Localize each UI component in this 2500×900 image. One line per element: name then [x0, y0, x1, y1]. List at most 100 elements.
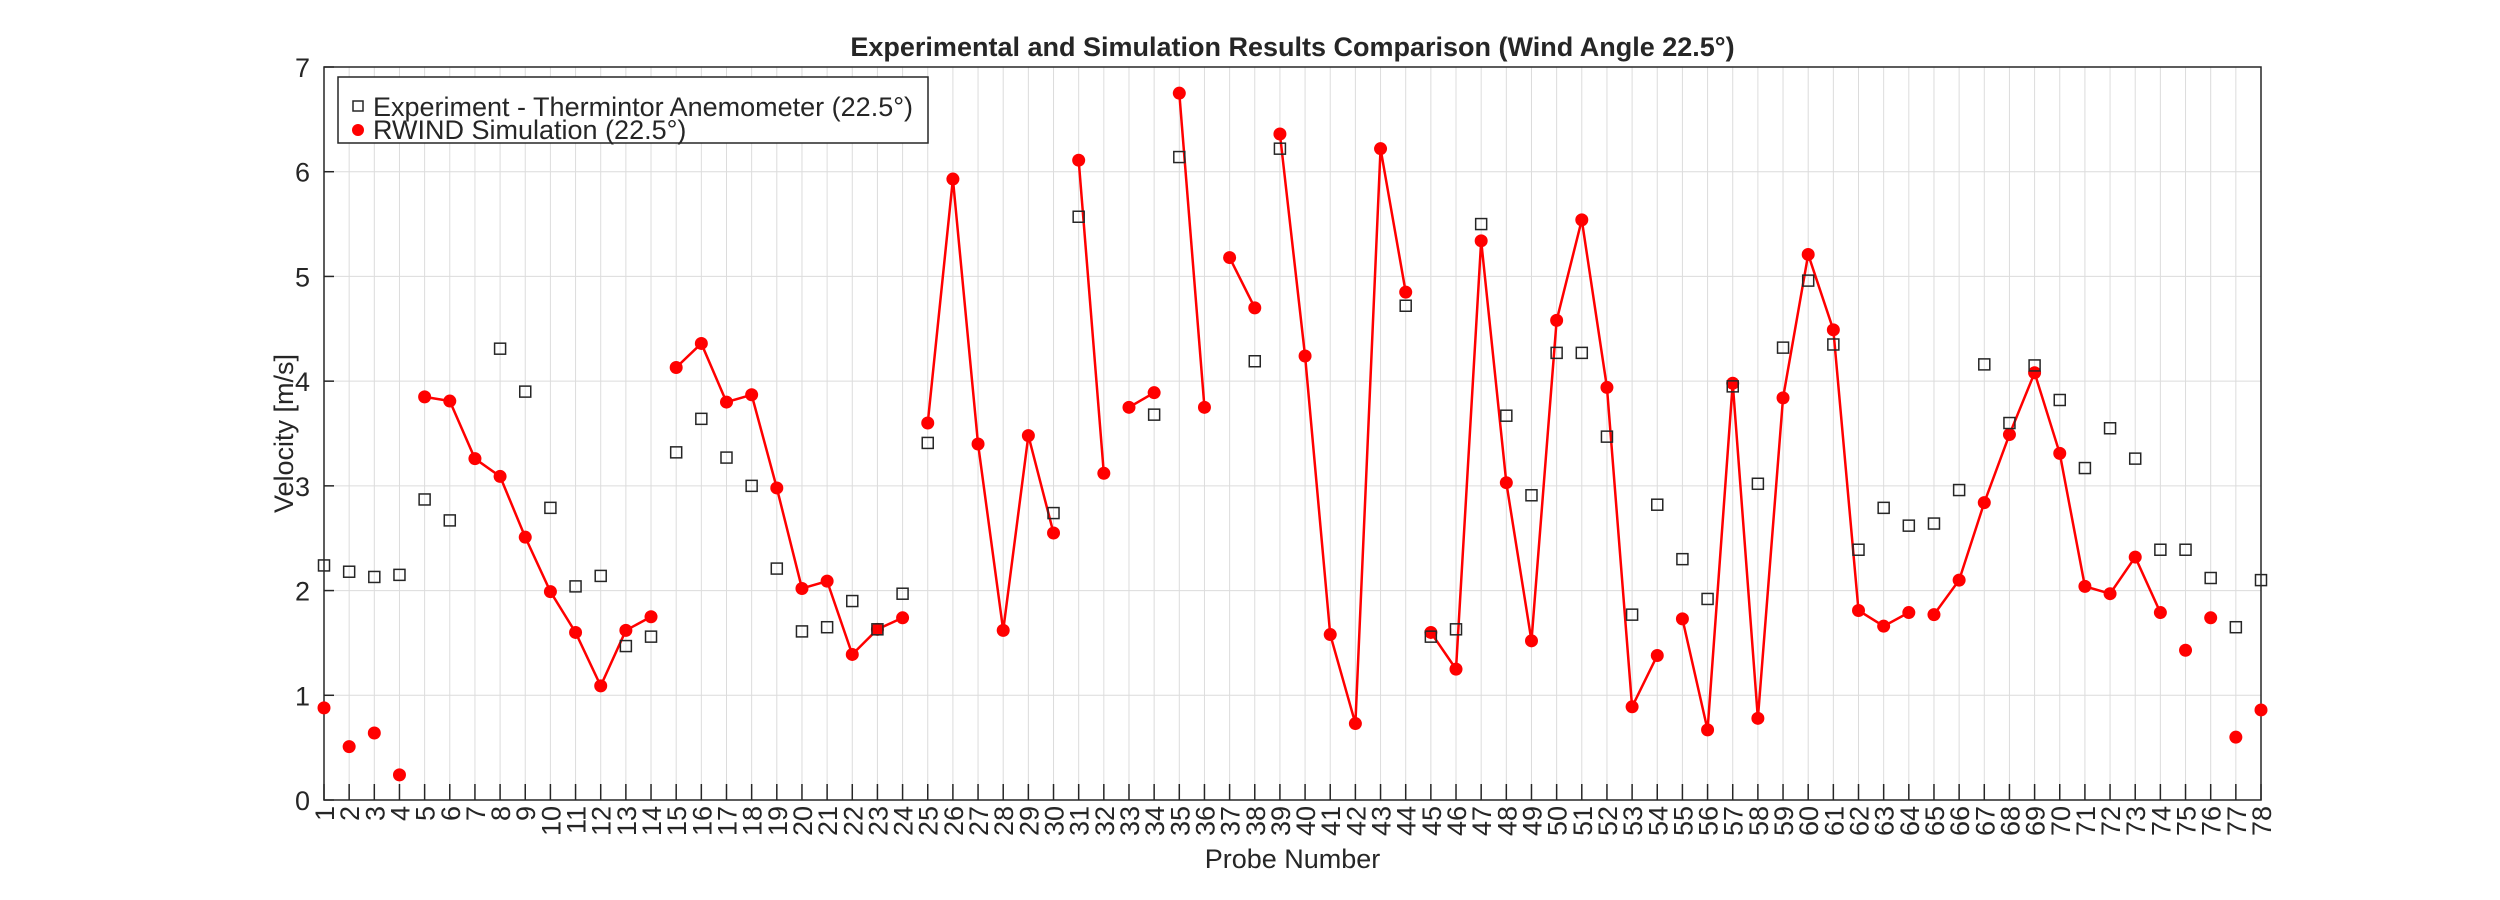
x-tick-label: 5	[411, 806, 441, 821]
experiment-point	[1978, 358, 1991, 371]
experiment-point	[1273, 142, 1287, 155]
x-tick-label: 47	[1467, 806, 1497, 836]
x-tick-label: 19	[763, 806, 793, 836]
x-tick-label: 43	[1367, 806, 1397, 836]
simulation-point	[1776, 391, 1790, 405]
simulation-line-segment	[1932, 369, 2162, 616]
experiment-point	[921, 436, 934, 450]
simulation-point	[2128, 550, 2142, 564]
experiment-point	[1248, 354, 1262, 368]
legend: Experiment - Thermintor Anemometer (22.5…	[337, 76, 929, 145]
simulation-point	[1072, 153, 1086, 167]
experiment-point	[1474, 217, 1488, 231]
simulation-point	[1650, 648, 1664, 662]
x-tick-label: 31	[1065, 806, 1095, 836]
x-tick-label: 1	[310, 806, 340, 821]
simulation-point	[996, 623, 1010, 637]
experiment-point	[2003, 416, 2016, 430]
simulation-point	[2204, 611, 2218, 625]
simulation-point	[1524, 634, 1538, 648]
simulation-point	[1550, 313, 1564, 327]
x-tick-label: 28	[989, 806, 1019, 836]
legend-square-marker-icon	[352, 100, 364, 112]
experiment-point	[644, 630, 658, 643]
simulation-line-segment	[424, 395, 652, 689]
simulation-point	[2078, 579, 2092, 593]
simulation-point	[1122, 400, 1136, 414]
experiment-point	[720, 451, 733, 464]
simulation-line-segment	[1278, 133, 1407, 724]
experiment-point	[2078, 461, 2092, 475]
experiment-point	[1600, 430, 1614, 443]
y-tick-label: 7	[295, 53, 310, 83]
simulation-point	[2002, 428, 2016, 442]
simulation-line-segment	[1178, 93, 1206, 408]
simulation-point	[644, 610, 658, 624]
experiment-point	[1550, 346, 1563, 360]
x-tick-label: 42	[1341, 806, 1371, 836]
simulation-point	[1273, 127, 1287, 141]
simulation-point	[1298, 349, 1312, 363]
experiment-point	[695, 412, 708, 426]
x-tick-label: 40	[1291, 806, 1321, 836]
simulation-point	[1826, 323, 1840, 337]
simulation-point	[1877, 619, 1891, 633]
legend-circle-marker-icon	[352, 124, 364, 136]
experiment-point	[1072, 210, 1085, 223]
experiment-point	[770, 562, 784, 575]
x-tick-label: 63	[1870, 806, 1900, 836]
experiment-point	[1625, 608, 1639, 621]
x-tick-label: 29	[1014, 806, 1044, 836]
simulation-point	[946, 172, 960, 186]
simulation-point	[1801, 247, 1815, 261]
experiment-point	[1927, 517, 1941, 530]
experiment-point	[1651, 498, 1664, 511]
simulation-point	[1625, 700, 1639, 714]
simulation-point	[1097, 466, 1111, 480]
simulation-line-segment	[1681, 254, 1910, 731]
x-tick-label: 13	[612, 806, 642, 836]
x-tick-label: 61	[1819, 806, 1849, 836]
experiment-point	[2179, 543, 2192, 556]
x-tick-label: 2	[335, 806, 365, 821]
simulation-point	[1197, 400, 1211, 414]
legend-entry-experiment: Experiment - Thermintor Anemometer (22.5…	[373, 92, 913, 122]
simulation-point	[1172, 86, 1186, 100]
x-tick-label: 62	[1845, 806, 1875, 836]
x-tick-label: 59	[1769, 806, 1799, 836]
simulation-point	[1852, 603, 1866, 617]
simulation-point	[921, 416, 935, 430]
simulation-point	[518, 530, 532, 544]
simulation-point	[1223, 251, 1237, 265]
x-tick-label: 24	[889, 806, 919, 836]
experiment-point	[619, 639, 633, 653]
x-tick-label: 23	[863, 806, 893, 836]
y-tick-label: 3	[295, 472, 310, 502]
simulation-point	[1952, 573, 1966, 587]
simulation-point	[2103, 587, 2117, 601]
x-tick-label: 56	[1694, 806, 1724, 836]
simulation-point	[1675, 612, 1689, 626]
experiment-point	[1776, 341, 1790, 354]
simulation-point	[619, 623, 633, 637]
experiment-point	[1902, 519, 1916, 532]
simulation-point	[2028, 366, 2042, 380]
experiment-point	[443, 514, 457, 527]
simulation-point	[418, 390, 432, 404]
simulation-point	[367, 726, 381, 740]
x-tick-label: 3	[360, 806, 390, 821]
simulation-point	[1374, 142, 1388, 156]
x-tick-label: 27	[964, 806, 994, 836]
experiment-point	[1525, 489, 1538, 502]
experiment-point	[317, 559, 331, 572]
experiment-point	[393, 568, 406, 582]
simulation-point	[1399, 285, 1413, 299]
legend-box	[337, 76, 929, 144]
series-experiment	[317, 142, 2268, 653]
experiment-point	[1047, 506, 1060, 520]
experiment-point	[1877, 501, 1890, 515]
experiment-point	[1500, 409, 1513, 422]
simulation-point	[896, 611, 910, 625]
simulation-point	[795, 581, 809, 595]
simulation-point	[694, 336, 708, 350]
